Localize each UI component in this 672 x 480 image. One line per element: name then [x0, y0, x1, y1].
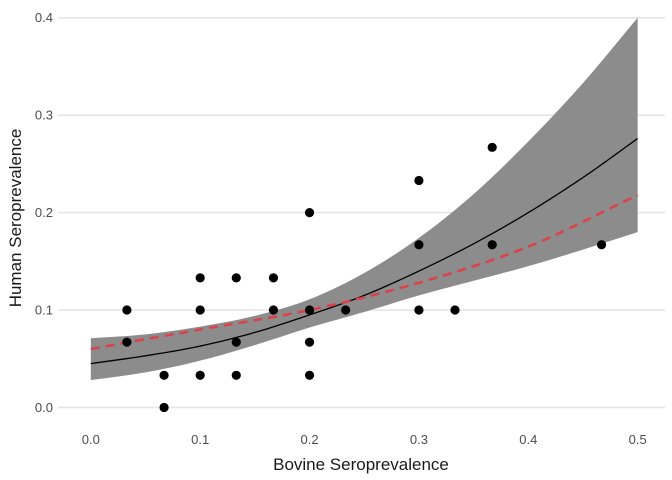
data-point	[159, 402, 169, 413]
x-tick-label: 0.0	[82, 432, 100, 447]
y-axis-title: Human Seroprevalence	[6, 129, 25, 308]
y-axis-ticks: 0.0 0.1 0.2 0.3 0.4	[35, 10, 53, 415]
data-point	[304, 207, 315, 218]
data-point	[122, 305, 132, 315]
y-tick-label: 0.0	[35, 400, 53, 415]
x-tick-label: 0.4	[519, 432, 537, 447]
data-point	[414, 240, 424, 250]
y-tick-label: 0.3	[35, 108, 53, 123]
data-point	[414, 305, 424, 315]
data-point	[195, 305, 205, 315]
y-tick-label: 0.4	[35, 10, 53, 25]
data-point	[487, 240, 497, 250]
data-point	[122, 337, 132, 347]
fit-curve	[90, 138, 639, 365]
y-tick-label: 0.1	[35, 303, 53, 318]
data-point	[231, 337, 241, 347]
data-point	[268, 305, 279, 315]
data-point	[304, 370, 315, 380]
data-point	[596, 240, 607, 250]
data-point	[159, 370, 169, 380]
data-point	[414, 175, 424, 186]
curve-layer	[90, 138, 639, 365]
x-axis-ticks: 0.0 0.1 0.2 0.3 0.4 0.5	[82, 432, 647, 447]
data-point	[268, 273, 279, 283]
x-axis-title: Bovine Seroprevalence	[273, 455, 449, 474]
confidence-band-layer	[90, 17, 638, 381]
y-tick-label: 0.2	[35, 205, 53, 220]
confidence-band	[90, 17, 638, 381]
data-point	[195, 273, 205, 283]
data-point	[487, 142, 497, 152]
data-point	[304, 337, 315, 347]
x-tick-label: 0.1	[191, 432, 209, 447]
data-point	[304, 305, 315, 315]
data-point	[231, 370, 241, 380]
x-tick-label: 0.5	[629, 432, 647, 447]
dashed-curve	[90, 193, 639, 351]
data-point	[450, 305, 460, 315]
data-point	[231, 273, 241, 283]
x-tick-label: 0.3	[410, 432, 428, 447]
data-points	[122, 142, 607, 413]
data-point	[195, 370, 205, 380]
data-point	[341, 305, 351, 315]
x-tick-label: 0.2	[301, 432, 319, 447]
